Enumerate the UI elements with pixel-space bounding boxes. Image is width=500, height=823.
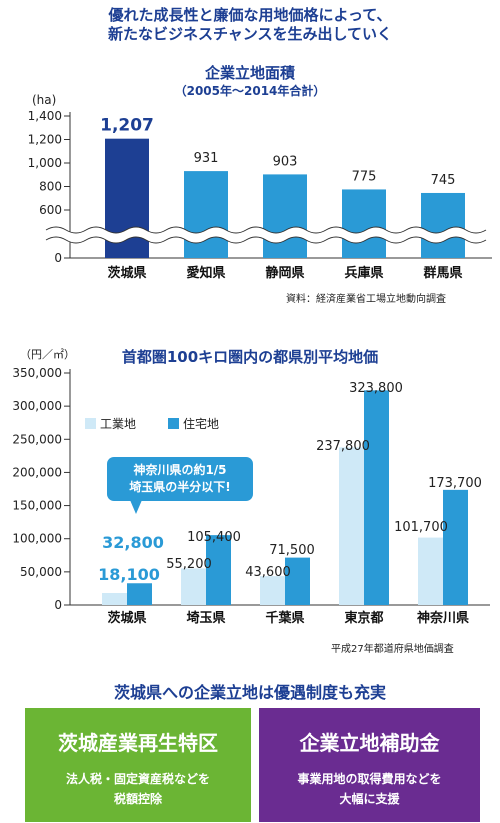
chart1-y-tick-label: 0 [54, 251, 62, 265]
headline-line-2: 新たなビジネスチャンスを生み出していく [107, 25, 393, 43]
chart1-bar-4 [421, 192, 465, 258]
chart1-axis-break-line-bottom [45, 236, 487, 244]
chart2-category-label-1: 埼玉県 [186, 610, 225, 626]
chart2-title: 首都圏100キロ圏内の都県別平均地価 [121, 348, 379, 366]
chart2-y-tick-label: 350,000 [12, 366, 62, 380]
chart1-value-label-2: 903 [273, 154, 298, 169]
legend-label-industrial: 工業地 [100, 417, 137, 431]
chart2-value-label-residential-3: 323,800 [349, 381, 403, 396]
chart2-category-label-2: 千葉県 [265, 610, 304, 626]
headline-line-1: 優れた成長性と廉価な用地価格によって、 [108, 6, 392, 24]
chart1-bar-2 [263, 174, 307, 258]
chart1-category-label-0: 茨城県 [107, 265, 146, 281]
chart1-value-label-3: 775 [352, 169, 377, 184]
chart2-plot: 350,000 300,000 250,000 200,000 150,000 100,0… [12, 366, 490, 626]
chart2-bar-industrial-2 [260, 576, 285, 605]
chart2-bar-residential-2 [285, 557, 310, 605]
chart2-source: 平成27年都道府県地価調査 [331, 644, 454, 655]
chart2-y-tick-label: 150,000 [12, 499, 62, 513]
callout-bubble: 神奈川県の約1/5 埼玉県の半分以下! [107, 457, 253, 501]
chart2-y-tick-label: 200,000 [12, 465, 62, 479]
chart2-value-label-industrial-4: 101,700 [394, 520, 448, 535]
chart1-category-label-1: 愛知県 [186, 265, 225, 281]
chart2-category-label-0: 茨城県 [107, 610, 146, 626]
chart2-bar-residential-1 [206, 535, 231, 605]
chart1-category-label-4: 群馬県 [423, 265, 462, 281]
legend-swatch-residential [168, 418, 179, 429]
chart1-value-label-4: 745 [431, 173, 456, 188]
chart2-bar-industrial-0 [102, 593, 127, 605]
footer-title: 茨城県への企業立地は優遇制度も充実 [113, 683, 386, 702]
incentive-box-title: 企業立地補助金 [299, 731, 440, 755]
chart1-bar-1 [184, 171, 228, 258]
chart2-value-label-industrial-2: 43,600 [245, 565, 291, 580]
incentive-box-line: 法人税・固定資産税などを [65, 772, 210, 786]
incentive-box-line: 税額控除 [113, 792, 162, 806]
chart2-unit-label: （円／㎡） [20, 348, 75, 361]
chart2-value-label-industrial-1: 55,200 [166, 557, 212, 572]
chart2-value-label-residential-2: 71,500 [269, 543, 315, 558]
incentive-box-special-zone: 茨城産業再生特区 法人税・固定資産税などを 税額控除 [25, 708, 251, 822]
callout-line-2: 埼玉県の半分以下! [129, 480, 231, 494]
chart2-y-tick-label: 0 [54, 598, 62, 612]
chart1-subtitle: （2005年〜2014年合計） [174, 84, 326, 98]
chart1-plot: 1,400 1,200 1,000 800 600 0 1,207 茨城県 931 愛知県 903 静… [28, 109, 492, 281]
chart1-value-label-0: 1,207 [100, 116, 154, 136]
incentive-box-line: 大幅に支援 [339, 792, 400, 806]
incentive-box-subsidy: 企業立地補助金 事業用地の取得費用などを 大幅に支援 [259, 708, 480, 822]
chart1-y-tick-label: 600 [39, 203, 62, 217]
chart2-y-tick-label: 300,000 [12, 399, 62, 413]
chart1-bar-3 [342, 189, 386, 258]
chart1-source: 資料：経済産業省工場立地動向調査 [286, 294, 446, 305]
chart1-category-label-3: 兵庫県 [344, 265, 383, 281]
chart1-axis-break-line-top [45, 226, 487, 234]
chart2-bar-industrial-1 [181, 568, 206, 605]
chart2-y-tick-label: 250,000 [12, 432, 62, 446]
chart2-value-label-industrial-0: 18,100 [98, 565, 160, 584]
chart2-value-label-residential-1: 105,400 [187, 530, 241, 545]
legend-swatch-industrial [85, 418, 96, 429]
chart2-bar-industrial-4 [418, 537, 443, 605]
chart2-bar-residential-4 [443, 489, 468, 605]
chart1-y-tick-label: 1,400 [28, 109, 62, 123]
chart2-category-label-4: 神奈川県 [417, 610, 469, 626]
chart1-unit-label: (ha) [32, 93, 57, 107]
incentive-box-title: 茨城産業再生特区 [58, 731, 218, 755]
chart2-value-label-industrial-3: 237,800 [316, 439, 370, 454]
chart1-value-label-1: 931 [194, 151, 219, 166]
chart2-y-tick-label: 100,000 [12, 532, 62, 546]
chart2-category-label-3: 東京都 [344, 610, 383, 626]
incentive-box-line: 事業用地の取得費用などを [297, 772, 442, 786]
chart2-bar-industrial-3 [339, 447, 364, 605]
chart2-value-label-residential-4: 173,700 [428, 476, 482, 491]
chart2-bar-residential-0 [127, 583, 152, 605]
chart2-y-tick-label: 50,000 [20, 565, 62, 579]
callout-line-1: 神奈川県の約1/5 [133, 463, 227, 477]
chart2-bar-residential-3 [364, 390, 389, 605]
chart1-title: 企業立地面積 [204, 64, 295, 82]
chart1-y-tick-label: 1,000 [28, 156, 62, 170]
page-headline: 優れた成長性と廉価な用地価格によって、 新たなビジネスチャンスを生み出していく [0, 6, 500, 44]
callout-tail [130, 500, 142, 514]
chart1-category-label-2: 静岡県 [265, 265, 304, 281]
chart2-value-label-residential-0: 32,800 [102, 533, 164, 552]
chart1-y-tick-label: 800 [39, 180, 62, 194]
chart1-axis-break-band [46, 227, 486, 243]
chart1-y-tick-label: 1,200 [28, 133, 62, 147]
legend-label-residential: 住宅地 [183, 417, 220, 431]
